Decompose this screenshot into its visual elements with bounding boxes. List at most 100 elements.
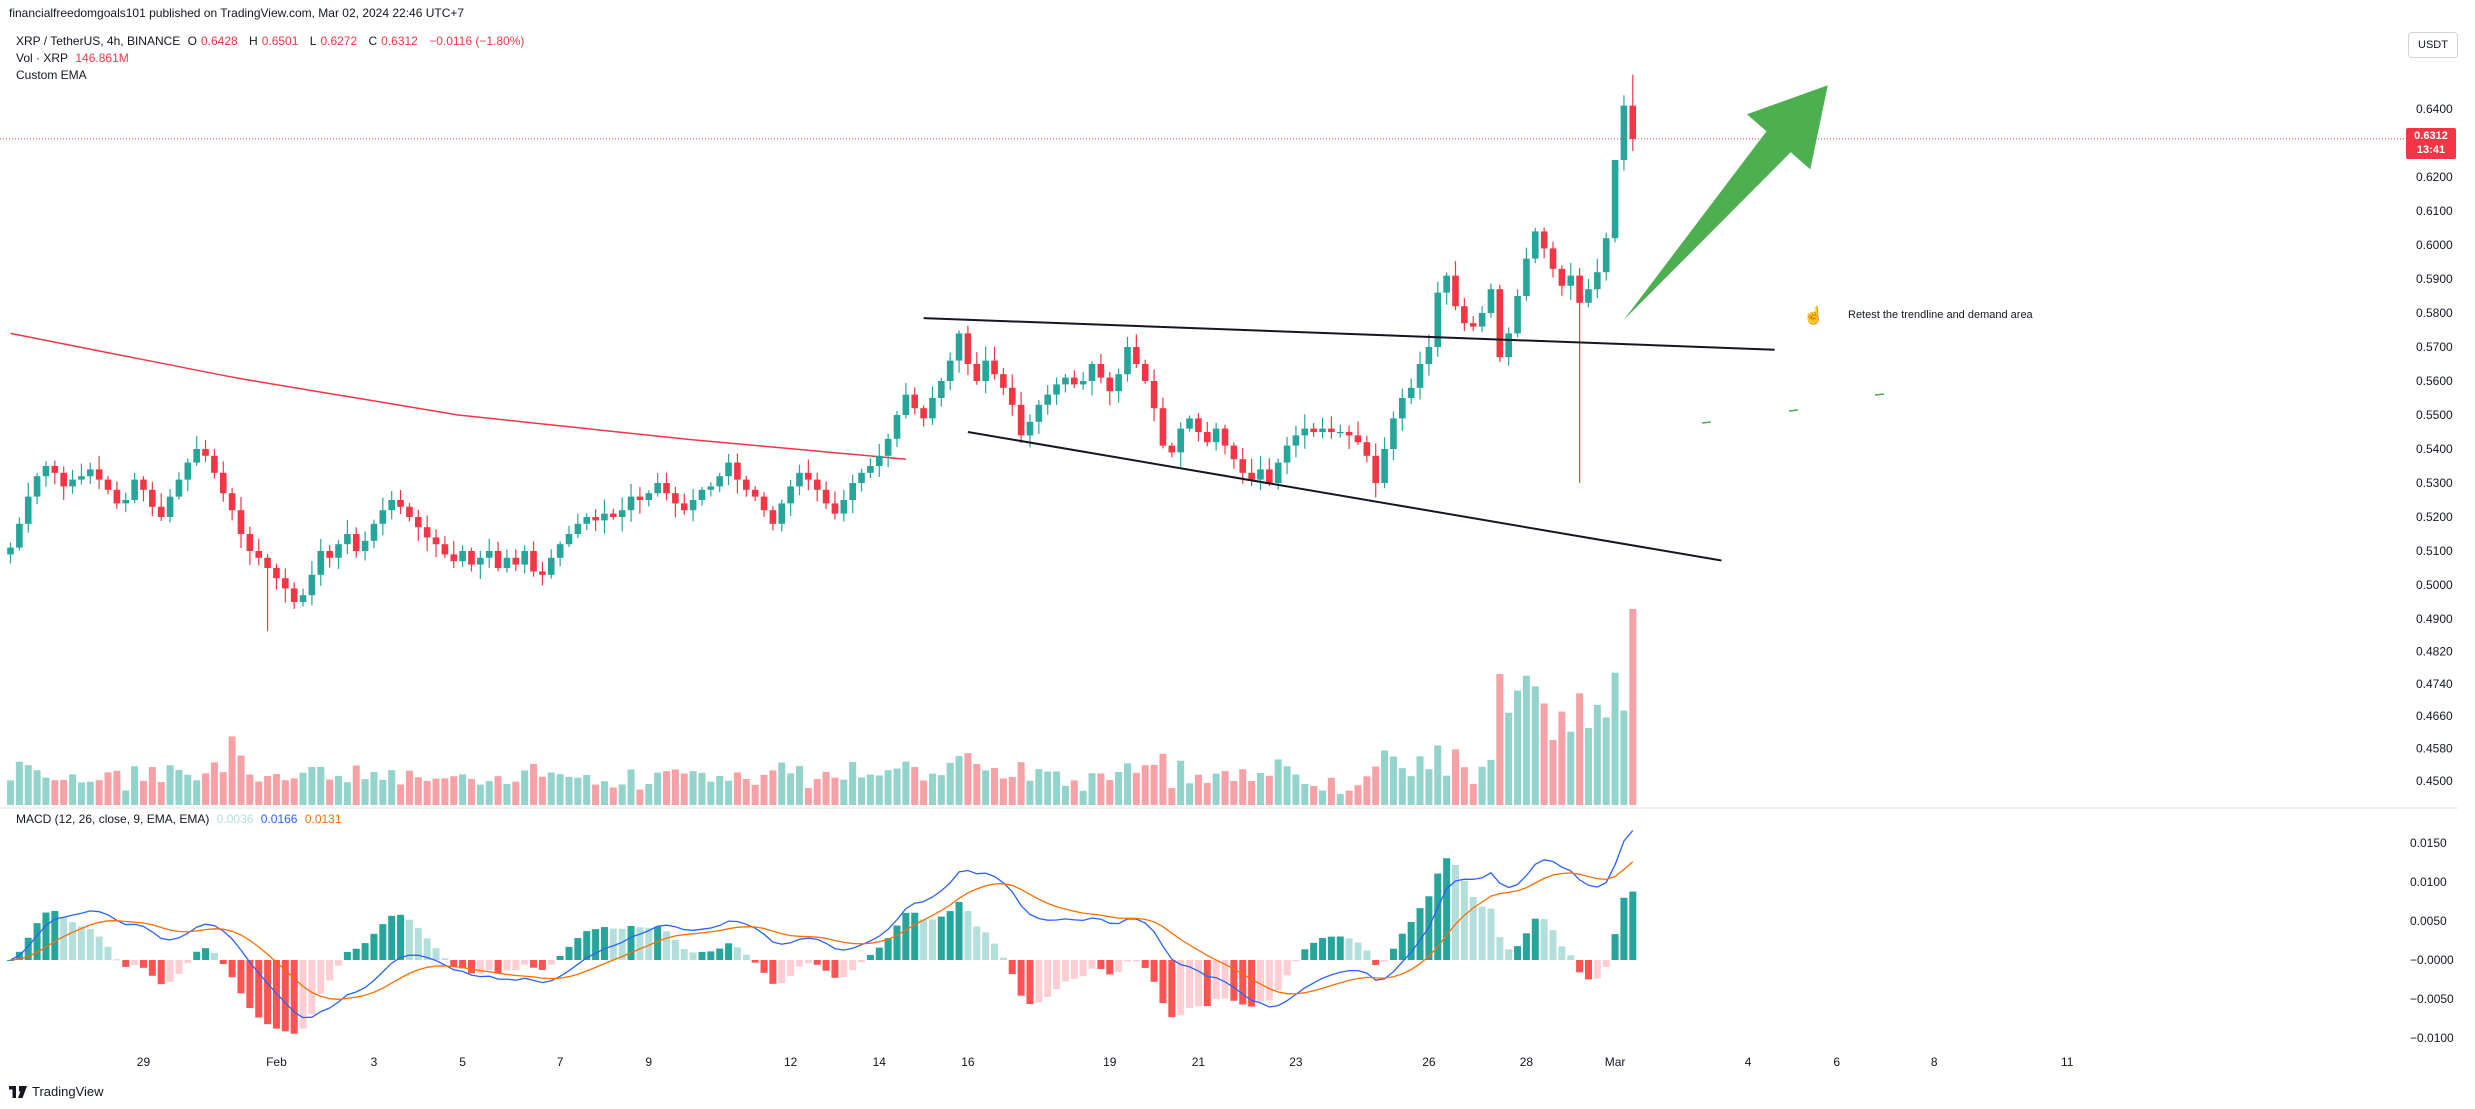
candle[interactable] xyxy=(1461,297,1468,332)
ema-legend[interactable]: Custom EMA xyxy=(16,68,91,82)
candle[interactable] xyxy=(308,561,316,606)
candle[interactable] xyxy=(379,497,387,536)
candle[interactable] xyxy=(450,541,458,569)
candle[interactable] xyxy=(1283,436,1291,475)
candle[interactable] xyxy=(485,538,493,568)
candle[interactable] xyxy=(1124,336,1131,382)
candle[interactable] xyxy=(1443,272,1450,305)
candle[interactable] xyxy=(423,515,431,552)
candle[interactable] xyxy=(751,486,759,502)
candle[interactable] xyxy=(397,490,404,515)
candle[interactable] xyxy=(24,482,32,533)
annotation-note[interactable]: Retest the trendline and demand area xyxy=(1848,309,2033,321)
candle[interactable] xyxy=(734,453,741,494)
candle[interactable] xyxy=(255,538,263,566)
bull-arrow[interactable] xyxy=(1623,85,1828,320)
candle[interactable] xyxy=(645,490,653,507)
candle[interactable] xyxy=(264,554,271,632)
candle[interactable] xyxy=(1469,315,1477,332)
candle[interactable] xyxy=(370,519,378,549)
candle[interactable] xyxy=(1212,422,1220,451)
candle[interactable] xyxy=(1602,232,1610,281)
candle[interactable] xyxy=(902,382,910,419)
candle[interactable] xyxy=(991,346,998,380)
candle[interactable] xyxy=(33,473,41,504)
candle[interactable] xyxy=(742,475,750,497)
candle[interactable] xyxy=(946,352,954,391)
brand-footer[interactable]: TradingView xyxy=(9,1084,104,1099)
candle[interactable] xyxy=(335,539,342,569)
candle[interactable] xyxy=(698,486,706,506)
candle[interactable] xyxy=(1611,160,1619,243)
candle[interactable] xyxy=(122,492,130,513)
ema-line[interactable] xyxy=(10,332,906,460)
candle[interactable] xyxy=(1035,400,1043,434)
candle[interactable] xyxy=(69,469,76,494)
candle[interactable] xyxy=(1000,367,1007,396)
candle[interactable] xyxy=(1390,411,1397,461)
candle[interactable] xyxy=(441,536,449,559)
candle[interactable] xyxy=(1168,442,1176,458)
candle[interactable] xyxy=(131,472,138,504)
candle[interactable] xyxy=(1044,385,1052,415)
candle[interactable] xyxy=(964,325,972,376)
candle[interactable] xyxy=(16,517,23,551)
candle[interactable] xyxy=(760,492,768,517)
candle[interactable] xyxy=(831,491,839,520)
candle[interactable] xyxy=(1434,281,1442,357)
currency-unit-button[interactable]: USDT xyxy=(2408,32,2458,58)
volume-legend[interactable]: Vol · XRP 146.861M xyxy=(16,51,133,65)
candle[interactable] xyxy=(1239,448,1247,484)
candle[interactable] xyxy=(618,497,626,532)
candle[interactable] xyxy=(680,493,688,515)
candle[interactable] xyxy=(920,405,927,427)
candle[interactable] xyxy=(539,561,546,586)
candle[interactable] xyxy=(840,489,848,522)
candle[interactable] xyxy=(184,458,192,491)
candle[interactable] xyxy=(326,544,333,568)
candle[interactable] xyxy=(955,330,963,373)
candle[interactable] xyxy=(1363,435,1371,463)
candle[interactable] xyxy=(1372,443,1380,498)
candle[interactable] xyxy=(982,346,989,394)
candle[interactable] xyxy=(1594,258,1601,299)
candle[interactable] xyxy=(1425,334,1433,376)
candle[interactable] xyxy=(1097,353,1105,384)
candle[interactable] xyxy=(778,499,786,532)
candle[interactable] xyxy=(1496,284,1504,362)
candle[interactable] xyxy=(858,468,865,492)
candle[interactable] xyxy=(512,549,520,571)
candle[interactable] xyxy=(1133,334,1140,368)
candle[interactable] xyxy=(273,563,280,590)
candle[interactable] xyxy=(1381,437,1388,489)
lower-trendline[interactable] xyxy=(967,431,1722,562)
candle[interactable] xyxy=(1514,289,1521,338)
candle[interactable] xyxy=(867,458,874,479)
candle[interactable] xyxy=(1549,241,1557,278)
candle[interactable] xyxy=(1354,421,1362,445)
candle[interactable] xyxy=(299,588,307,607)
candle[interactable] xyxy=(157,493,165,521)
candle[interactable] xyxy=(202,439,209,462)
candle[interactable] xyxy=(86,462,94,484)
candle[interactable] xyxy=(1576,268,1583,483)
candle[interactable] xyxy=(166,489,174,523)
candle[interactable] xyxy=(1567,262,1575,300)
candle[interactable] xyxy=(725,453,732,486)
candle[interactable] xyxy=(1248,458,1255,486)
candle[interactable] xyxy=(414,509,422,541)
candle[interactable] xyxy=(547,549,555,579)
candle[interactable] xyxy=(494,541,502,572)
candle[interactable] xyxy=(627,483,635,522)
candle[interactable] xyxy=(317,538,325,586)
candle[interactable] xyxy=(654,472,661,497)
candle[interactable] xyxy=(1407,378,1415,405)
candle[interactable] xyxy=(432,529,440,558)
candle[interactable] xyxy=(352,527,360,558)
candle[interactable] xyxy=(246,526,254,565)
candle[interactable] xyxy=(716,472,723,493)
candle[interactable] xyxy=(556,541,564,567)
candle[interactable] xyxy=(574,513,582,538)
candle[interactable] xyxy=(211,448,218,479)
